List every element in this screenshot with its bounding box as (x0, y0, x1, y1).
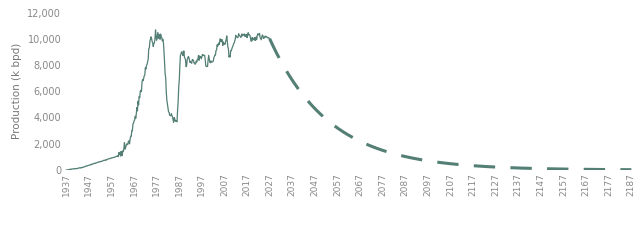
Y-axis label: Production (k bpd): Production (k bpd) (12, 43, 22, 140)
